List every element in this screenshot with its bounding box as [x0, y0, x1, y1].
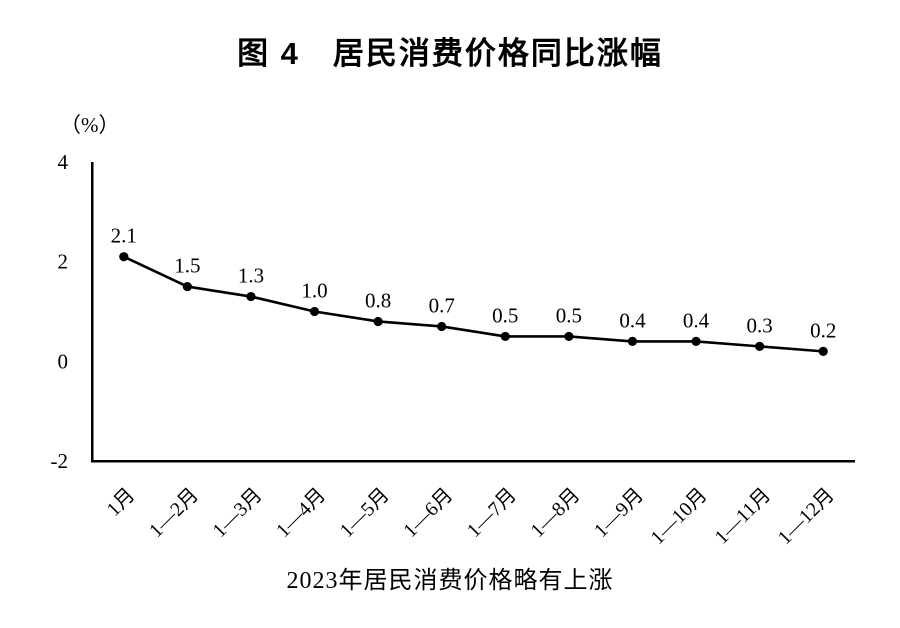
y-tick-label: 4: [58, 150, 69, 174]
y-tick-label: 0: [58, 349, 69, 373]
x-axis-label: 1—10月: [647, 484, 712, 549]
data-point-marker: [691, 336, 701, 346]
data-point-label: 0.5: [556, 303, 582, 327]
chart-caption: 2023年居民消费价格略有上涨: [286, 568, 614, 594]
data-point-marker: [564, 331, 574, 342]
x-axis-label: 1—5月: [336, 484, 394, 542]
data-point-marker: [246, 291, 256, 302]
x-axis-label: 1—9月: [590, 484, 648, 542]
x-axis-label: 1—7月: [463, 484, 521, 542]
data-line: [123, 255, 824, 353]
y-tick-label: -2: [51, 449, 69, 473]
data-point-label: 0.8: [365, 288, 391, 312]
data-point-marker: [627, 336, 638, 346]
x-axis-label: 1月: [103, 484, 140, 521]
x-axis-label: 1—11月: [711, 484, 776, 549]
data-point-label: 0.4: [619, 308, 646, 332]
data-point-marker: [500, 331, 510, 342]
data-point-label: 0.3: [747, 313, 773, 337]
x-axis-label: 1—12月: [774, 484, 839, 549]
x-axis-label: 1—2月: [145, 484, 203, 542]
data-point-marker: [373, 316, 383, 327]
chart-title: 图 4 居民消费价格同比涨幅: [237, 36, 663, 71]
data-point-label: 0.7: [429, 293, 455, 317]
data-point-label: 1.3: [238, 264, 264, 288]
data-point-label: 0.2: [810, 318, 836, 342]
data-point-marker: [818, 346, 828, 356]
y-tick-label: 2: [58, 250, 69, 274]
x-axis-label: 1—4月: [272, 484, 330, 542]
data-point-label: 2.1: [111, 224, 137, 248]
x-axis-label: 1—3月: [209, 484, 267, 542]
data-point-marker: [119, 252, 129, 262]
data-point-label: 0.4: [683, 308, 710, 332]
data-point-label: 1.0: [301, 279, 327, 303]
data-point-label: 1.5: [174, 254, 200, 278]
y-axis-unit-label: （%）: [60, 113, 120, 137]
x-axis-label: 1—8月: [526, 484, 584, 542]
data-point-marker: [755, 341, 765, 351]
data-point-marker: [182, 281, 192, 292]
data-point-marker: [309, 306, 320, 317]
data-point-label: 0.5: [492, 303, 518, 327]
data-point-marker: [437, 321, 447, 332]
x-axis-label: 1—6月: [399, 484, 457, 542]
